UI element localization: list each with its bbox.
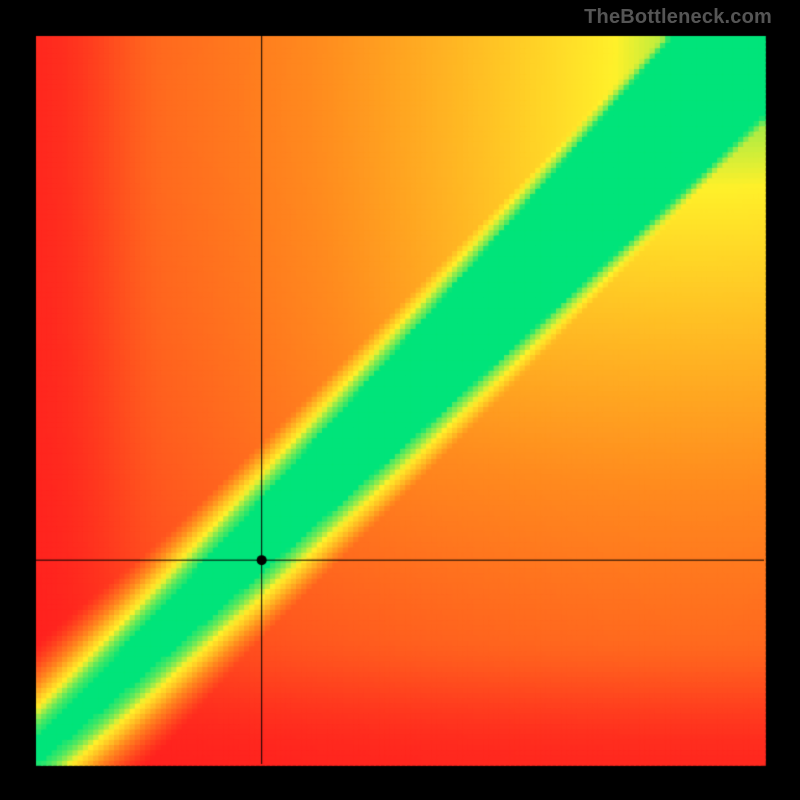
chart-stage: TheBottleneck.com (0, 0, 800, 800)
bottleneck-heatmap (0, 0, 800, 800)
watermark-text: TheBottleneck.com (584, 6, 772, 29)
